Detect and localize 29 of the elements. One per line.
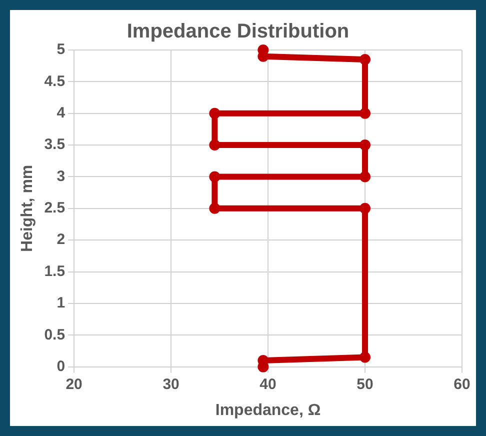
point [360,108,371,119]
point [209,202,220,214]
point [360,140,371,151]
x-tick-label: 20 [66,376,82,393]
y-tick-label: 1 [56,294,66,312]
y-tick-label: 3 [56,168,66,185]
x-tick-label: 60 [454,376,470,393]
point [360,171,371,182]
y-tick-label: 3.5 [44,136,66,154]
point [360,352,371,363]
point [209,171,220,182]
y-tick-label: 0.5 [44,326,66,344]
y-tick-label: 1.5 [44,262,66,280]
y-tick-label: 2 [56,231,66,248]
y-tick-label: 2.5 [44,200,66,217]
y-tick-label: 5 [56,41,66,58]
point [360,54,371,66]
y-tick-label: 4.5 [44,72,66,90]
y-axis-title: Height, mm [19,164,36,252]
x-tick-label: 30 [162,376,180,393]
x-tick-label: 50 [356,376,374,393]
point [209,108,220,119]
x-tick-label: 40 [260,376,276,393]
point [360,202,371,214]
x-axis-title: Impedance, Ω [215,402,321,419]
y-tick-label: 4 [56,104,66,122]
y-tick-label: 0 [56,358,66,375]
point [209,140,220,151]
chart-title: Impedance Distribution [126,20,350,43]
